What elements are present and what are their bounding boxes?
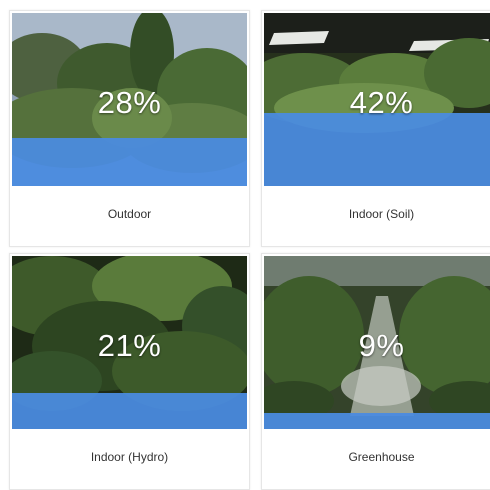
category-card-greenhouse[interactable]: 9% Greenhouse [261,253,490,490]
outdoor-photo: 28% [12,13,247,186]
category-card-indoor-soil[interactable]: 42% Indoor (Soil) [261,10,490,247]
category-label: Outdoor [107,207,152,221]
category-card-outdoor[interactable]: 28% Outdoor [9,10,250,247]
percent-fill-bar [12,137,247,186]
percent-value: 28% [97,85,162,120]
indoor-soil-photo: 42% [264,13,490,186]
category-card-indoor-hydro[interactable]: 21% Indoor (Hydro) [9,253,250,490]
percent-fill-bar [264,413,490,429]
category-label: Indoor (Hydro) [90,450,169,464]
percent-value: 21% [97,328,162,363]
category-label: Greenhouse [348,450,415,464]
percent-value: 9% [358,328,405,363]
percent-fill-bar [12,392,247,429]
percent-fill-bar [264,113,490,186]
percent-value: 42% [349,85,414,120]
category-label: Indoor (Soil) [348,207,415,221]
greenhouse-photo: 9% [264,256,490,429]
indoor-hydro-photo: 21% [12,256,247,429]
